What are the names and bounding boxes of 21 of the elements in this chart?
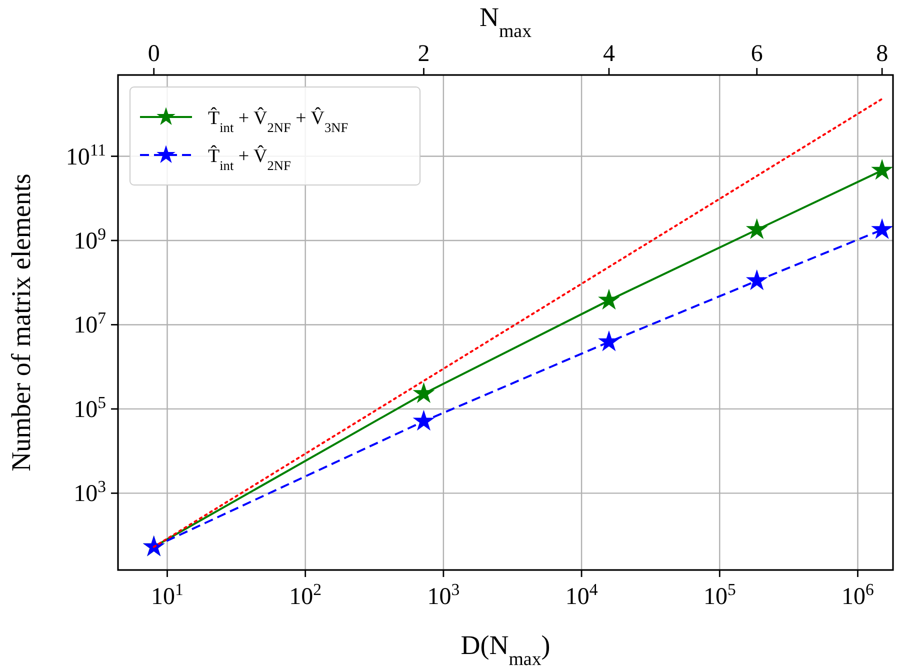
legend-label: T̂$_{int}$ + V̂$_{2NF}$ + V̂$_{3NF}$ [208, 106, 348, 134]
y-tick-label: 10$^{9}$ [74, 224, 106, 254]
x-tick-label: 10$^{1}$ [151, 580, 184, 610]
x-tick-label: 10$^{5}$ [703, 580, 736, 610]
y-tick-label: 10$^{3}$ [74, 476, 106, 508]
annotation: 6 [750, 41, 763, 67]
x-tick-label: 10$^{6}$ [842, 580, 874, 610]
annotation: 2 [418, 41, 430, 67]
annotation: 0 [148, 41, 160, 67]
annotation: 8 [876, 41, 888, 67]
x-axis-title: D(N$_{max}$) [460, 630, 550, 666]
y-axis-title: Number of matrix elements [6, 174, 36, 472]
x2-axis-title: N$_{max}$ [479, 2, 532, 42]
legend-label: T̂$_{int}$ + V̂$_{2NF}$ [208, 144, 291, 172]
y-tick-label: 10$^{11}$ [66, 140, 106, 170]
annotation: 4 [602, 41, 615, 67]
x-tick-label: 10$^{3}$ [427, 580, 460, 610]
y-tick-label: 10$^{5}$ [74, 392, 106, 423]
x-tick-label: 10$^{4}$ [565, 580, 598, 610]
y-tick-label: 10$^{7}$ [74, 308, 106, 339]
x-tick-label: 10$^{2}$ [289, 580, 322, 610]
